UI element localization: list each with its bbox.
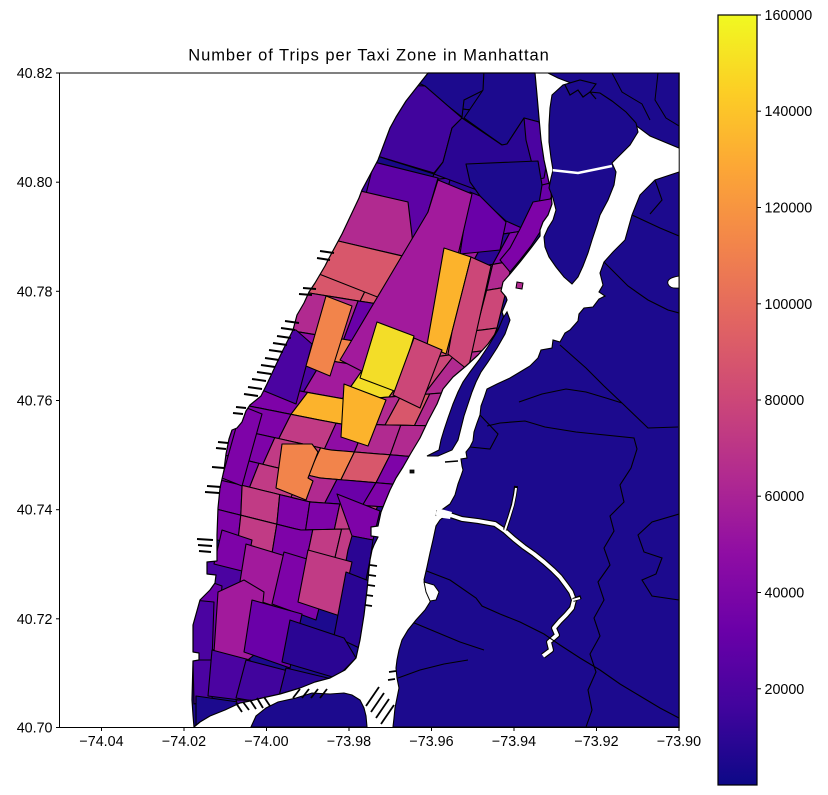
svg-text:20000: 20000 bbox=[765, 682, 805, 698]
svg-text:−73.98: −73.98 bbox=[327, 734, 371, 750]
svg-text:160000: 160000 bbox=[765, 8, 813, 24]
svg-text:100000: 100000 bbox=[765, 297, 813, 313]
svg-text:40.78: 40.78 bbox=[17, 284, 53, 300]
svg-text:−74.04: −74.04 bbox=[79, 734, 123, 750]
svg-text:Number of Trips per Taxi Zone: Number of Trips per Taxi Zone in Manhatt… bbox=[188, 47, 550, 65]
svg-text:60000: 60000 bbox=[765, 489, 805, 505]
svg-text:120000: 120000 bbox=[765, 201, 813, 217]
svg-text:40.76: 40.76 bbox=[17, 394, 53, 410]
svg-text:80000: 80000 bbox=[765, 393, 805, 409]
svg-text:−73.92: −73.92 bbox=[574, 734, 618, 750]
svg-text:40.70: 40.70 bbox=[17, 721, 53, 737]
svg-text:−73.94: −73.94 bbox=[492, 734, 536, 750]
svg-text:−73.90: −73.90 bbox=[657, 734, 701, 750]
svg-text:−74.02: −74.02 bbox=[162, 734, 206, 750]
svg-text:40.72: 40.72 bbox=[17, 612, 53, 628]
svg-text:40.80: 40.80 bbox=[17, 175, 53, 191]
svg-text:40.74: 40.74 bbox=[17, 503, 53, 519]
svg-text:−74.00: −74.00 bbox=[244, 734, 288, 750]
svg-text:40.82: 40.82 bbox=[17, 66, 53, 82]
svg-text:−73.96: −73.96 bbox=[409, 734, 453, 750]
svg-text:140000: 140000 bbox=[765, 104, 813, 120]
svg-text:40000: 40000 bbox=[765, 586, 805, 602]
